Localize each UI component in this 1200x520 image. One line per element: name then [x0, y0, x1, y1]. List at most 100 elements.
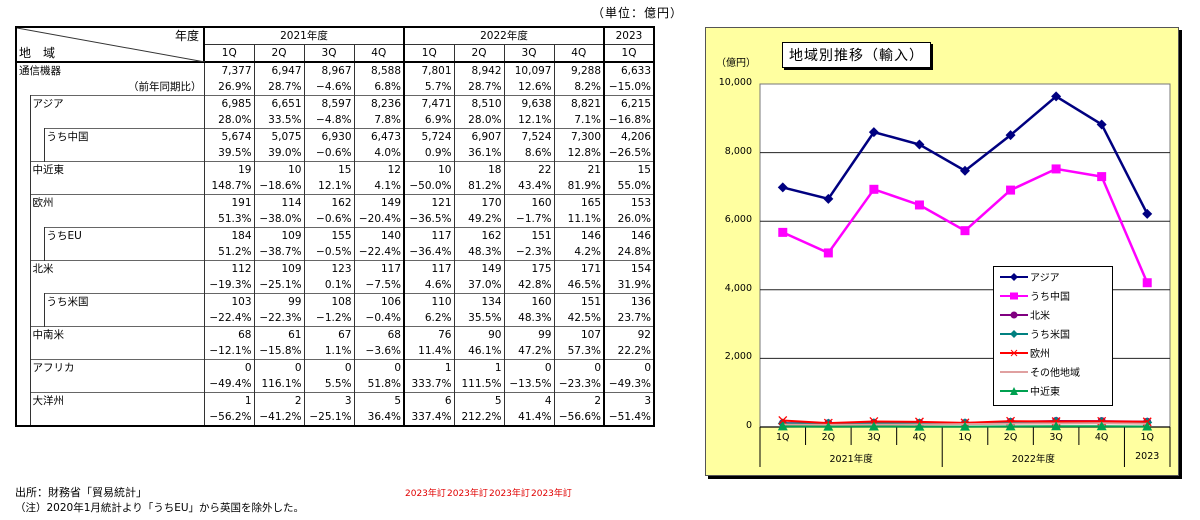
y-tick-label: 10,000 [718, 77, 752, 88]
quarter-header: 3Q [503, 44, 555, 63]
row-label: うちEU [44, 227, 205, 244]
row-label: うち米国 [44, 293, 205, 310]
yoy-cell: 57.3% [553, 343, 605, 360]
yoy-cell: −0.6% [303, 145, 355, 162]
value-cell: 149 [353, 194, 405, 211]
table-row: 39.5% 39.0% −0.6% 4.0% 0.9% 36.1% 8.6% 12.8% −26… [16, 145, 655, 162]
revision-note: 2023年訂 [531, 489, 572, 499]
legend-item: 欧州 [994, 343, 1112, 362]
yoy-cell: −19.3% [203, 277, 255, 294]
value-cell: 6,930 [303, 128, 355, 145]
data-point [1006, 185, 1016, 195]
legend-item: 中近東 [994, 381, 1112, 400]
data-point [1051, 164, 1061, 174]
x-group-label: 2022年度 [1011, 454, 1055, 465]
table-row: 51.3% −38.0% −0.6% −20.4% −36.5% 49.2% −1.7% 11… [16, 211, 655, 228]
legend-swatch-icon [1000, 329, 1028, 338]
value-cell: 15 [603, 161, 655, 178]
yoy-cell: 11.1% [553, 211, 605, 228]
value-cell: 6,633 [603, 61, 655, 79]
row-label: 大洋州 [30, 392, 205, 409]
yoy-cell: −22.4% [353, 244, 405, 261]
yoy-cell: −4.6% [303, 79, 355, 96]
table-row: うち中国 5,674 5,075 6,930 6,473 5,724 6,907 7,524 7… [16, 128, 655, 145]
value-cell: 8,967 [303, 61, 355, 79]
quarter-header: 1Q [603, 44, 655, 63]
value-cell: 123 [303, 260, 355, 277]
data-point [1096, 119, 1107, 130]
corner-region-label: 地 域 [19, 46, 56, 60]
data-point [1051, 421, 1062, 431]
yoy-cell: 11.4% [403, 343, 455, 360]
yoy-cell: 8.2% [553, 79, 605, 96]
yoy-cell: 8.6% [503, 145, 555, 162]
yoy-cell: −23.3% [553, 376, 605, 393]
yoy-cell: 36.1% [453, 145, 505, 162]
table-row: −22.4% −22.3% −1.2% −0.4% 6.2% 35.5% 48.3% 42.5… [16, 310, 655, 327]
yoy-cell: −0.4% [353, 310, 405, 327]
yoy-cell: 39.0% [253, 145, 305, 162]
yoy-cell: −25.1% [253, 277, 305, 294]
quarter-header: 1Q [403, 44, 455, 63]
value-cell: 6,985 [203, 95, 255, 112]
x-tick-label: 2Q [821, 432, 836, 443]
quarter-header: 3Q [303, 44, 355, 63]
legend-swatch-icon [1000, 349, 1028, 356]
table-row: （前年同期比） 26.9% 28.7% −4.6% 6.8% 5.7% 28.7% 12.6%… [16, 79, 655, 96]
table-row: 28.0% 33.5% −4.8% 7.8% 6.9% 28.0% 12.1% 7.1% −16… [16, 112, 655, 129]
yoy-cell: 212.2% [453, 409, 505, 426]
yoy-cell: 42.5% [553, 310, 605, 327]
row-label: 欧州 [30, 194, 205, 211]
value-cell: 3 [603, 392, 655, 409]
legend-label: うち米国 [1030, 330, 1070, 341]
data-point [1005, 421, 1016, 431]
corner-year-label: 年度 [174, 29, 199, 43]
value-cell: 107 [553, 326, 605, 343]
yoy-cell: 26.0% [603, 211, 655, 228]
yoy-cell: 55.0% [603, 178, 655, 195]
value-cell: 134 [453, 293, 505, 310]
row-label: 中南米 [30, 326, 205, 343]
legend-label: 欧州 [1030, 349, 1050, 360]
yoy-cell: 12.8% [553, 145, 605, 162]
legend-item: アジア [994, 267, 1112, 286]
value-cell: 146 [553, 227, 605, 244]
revision-note: 2023年訂 [489, 489, 530, 499]
yoy-cell: 148.7% [203, 178, 255, 195]
yoy-cell: 23.7% [603, 310, 655, 327]
yoy-cell: 4.2% [553, 244, 605, 261]
x-group-label: 2023 [1135, 451, 1160, 462]
row-label: 通信機器 [16, 61, 205, 79]
legend-label: その他地域 [1030, 368, 1080, 379]
value-cell: 151 [553, 293, 605, 310]
value-cell: 9,288 [553, 61, 605, 79]
y-tick-label: 0 [745, 420, 752, 431]
table-row: アジア 6,985 6,651 8,597 8,236 7,471 8,510 9,638 8,… [16, 95, 655, 112]
value-cell: 6,215 [603, 95, 655, 112]
table-row: −56.2% −41.2% −25.1% 36.4% 337.4% 212.2% 41.4%… [16, 409, 655, 426]
value-cell: 153 [603, 194, 655, 211]
value-cell: 67 [303, 326, 355, 343]
yoy-cell: −51.4% [603, 409, 655, 426]
legend-label: うち中国 [1030, 292, 1070, 303]
value-cell: 184 [203, 227, 255, 244]
yoy-cell: 6.8% [353, 79, 405, 96]
value-cell: 99 [503, 326, 555, 343]
yoy-cell: −26.5% [603, 145, 655, 162]
x-tick-label: 1Q [958, 432, 972, 443]
yoy-cell: 26.9% [203, 79, 255, 96]
value-cell: 6,947 [253, 61, 305, 79]
table-row: −12.1% −15.8% 1.1% −3.6% 11.4% 46.1% 47.2% 57.3… [16, 343, 655, 360]
value-cell: 12 [353, 161, 405, 178]
yoy-cell: −15.0% [603, 79, 655, 96]
table-row: 51.2% −38.7% −0.5% −22.4% −36.4% 48.3% −2.3% 4.… [16, 244, 655, 261]
row-sublabel: （前年同期比） [16, 79, 205, 96]
value-cell: 114 [253, 194, 305, 211]
value-cell: 136 [603, 293, 655, 310]
value-cell: 5 [353, 392, 405, 409]
value-cell: 165 [553, 194, 605, 211]
value-cell: 8,597 [303, 95, 355, 112]
yoy-cell: −1.7% [503, 211, 555, 228]
yoy-cell: 5.5% [303, 376, 355, 393]
table-row: 中近東 19 10 15 12 10 18 22 21 15 [16, 161, 655, 178]
